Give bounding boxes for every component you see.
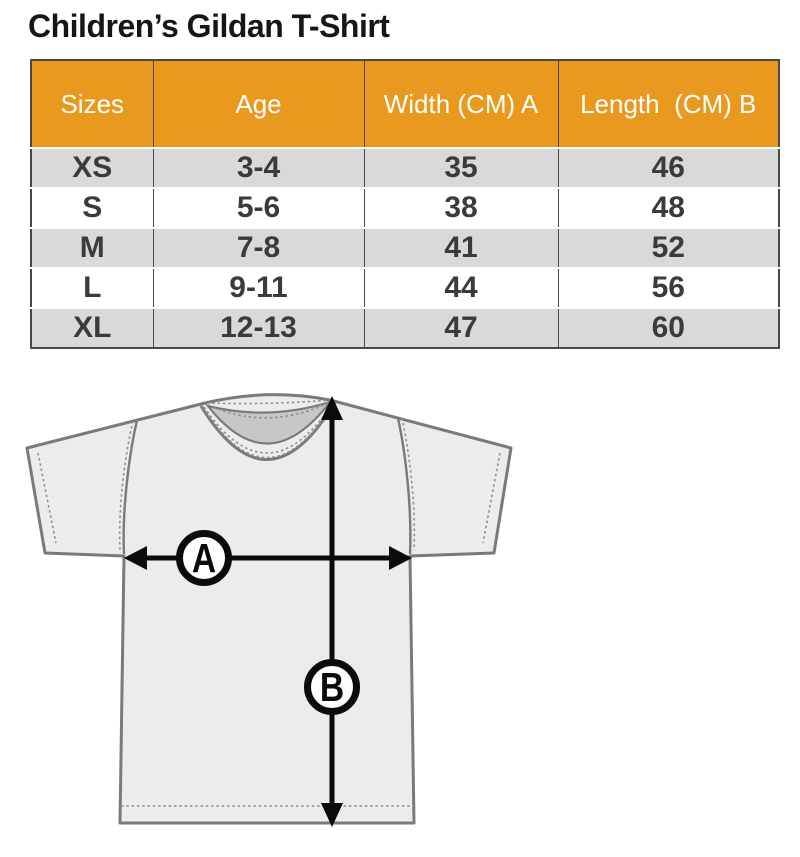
width-marker-circle — [176, 530, 232, 586]
cell-age: 3-4 — [152, 147, 364, 188]
armhole-seams — [118, 417, 416, 555]
size-chart-table: Sizes Age Width (CM) A Length (CM) B XS 3… — [30, 59, 780, 349]
hem-stitching — [37, 452, 501, 807]
header-age: Age — [152, 60, 364, 148]
cell-length: 52 — [557, 227, 779, 268]
header-row: Sizes Age Width (CM) A Length (CM) B — [31, 60, 779, 148]
width-marker: A — [176, 530, 232, 586]
cell-size: S — [31, 187, 153, 228]
cell-width: 38 — [363, 187, 558, 228]
cell-length: 46 — [557, 147, 779, 188]
cell-size: L — [31, 267, 153, 308]
width-arrow — [124, 546, 412, 570]
cell-width: 35 — [363, 147, 558, 188]
header-sizes: Sizes — [31, 60, 153, 148]
table-row: S 5-6 38 48 — [31, 187, 779, 228]
page-title: Children’s Gildan T-Shirt — [28, 8, 390, 44]
table-row: XS 3-4 35 46 — [31, 147, 779, 188]
length-marker-circle — [304, 659, 360, 715]
length-arrow — [321, 396, 343, 827]
cell-length: 56 — [557, 267, 779, 308]
arrowhead-bottom — [321, 803, 343, 827]
arrowhead-top — [321, 396, 343, 420]
tshirt-outline — [25, 393, 513, 825]
length-marker-label: B — [320, 664, 344, 710]
tshirt-shape — [25, 393, 513, 825]
cell-age: 7-8 — [152, 227, 364, 268]
neck-opening — [205, 399, 333, 445]
size-chart-body: XS 3-4 35 46 S 5-6 38 48 M 7-8 41 52 L 9-11 44 56 XL 12-1… — [31, 147, 779, 348]
cell-size: XL — [31, 307, 153, 348]
cell-length: 60 — [557, 307, 779, 348]
cell-size: M — [31, 227, 153, 268]
cell-width: 47 — [363, 307, 558, 348]
collar-stitching — [202, 399, 335, 459]
cell-age: 9-11 — [152, 267, 364, 308]
size-chart-header: Sizes Age Width (CM) A Length (CM) B — [31, 60, 779, 148]
cell-width: 44 — [363, 267, 558, 308]
cell-width: 41 — [363, 227, 558, 268]
table-row: XL 12-13 47 60 — [31, 307, 779, 348]
table-row: M 7-8 41 52 — [31, 227, 779, 268]
cell-size: XS — [31, 147, 153, 188]
header-length: Length (CM) B — [557, 60, 779, 148]
arrowhead-left — [124, 546, 147, 570]
cell-age: 12-13 — [152, 307, 364, 348]
header-width: Width (CM) A — [363, 60, 558, 148]
collar-outer-edge — [199, 401, 337, 461]
length-marker: B — [304, 659, 360, 715]
table-row: L 9-11 44 56 — [31, 267, 779, 308]
arrowhead-right — [389, 546, 412, 570]
cell-age: 5-6 — [152, 187, 364, 228]
width-marker-label: A — [192, 535, 216, 581]
cell-length: 48 — [557, 187, 779, 228]
